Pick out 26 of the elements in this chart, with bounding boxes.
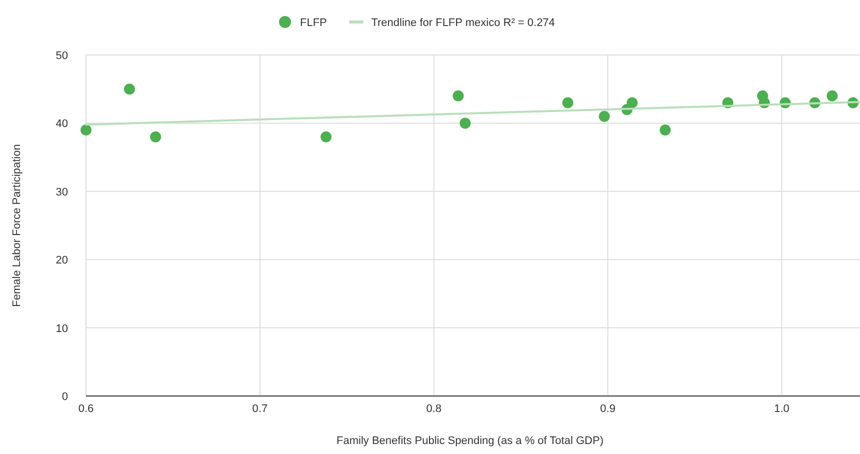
point — [460, 118, 471, 129]
point — [826, 90, 838, 102]
x-tick-label: 0.6 — [78, 403, 94, 415]
x-tick-label: 0.9 — [600, 403, 616, 415]
point — [626, 97, 638, 108]
x-tick-label: 1.0 — [774, 403, 790, 415]
legend-label: FLFP — [300, 17, 327, 29]
point — [452, 90, 464, 102]
y-tick-label: 10 — [56, 322, 68, 335]
y-tick-label: 40 — [56, 118, 68, 130]
point — [150, 131, 162, 142]
y-tick-label: 20 — [56, 254, 68, 267]
x-tick-label: 0.8 — [426, 403, 442, 415]
point — [80, 124, 92, 136]
point — [124, 84, 135, 95]
y-tick-label: 30 — [56, 186, 68, 198]
x-axis-title: Family Benefits Public Spending (as a % of Total GDP) — [336, 435, 604, 447]
y-axis-title: Female Labor Force Participation — [11, 144, 23, 307]
x-tick-label: 0.7 — [252, 403, 268, 415]
point — [562, 97, 574, 108]
y-tick-label: 50 — [56, 50, 68, 62]
legend-label: Trendline for FLFP mexico R² = 0.274 — [371, 17, 555, 29]
point — [660, 124, 671, 136]
y-tick-label: 0 — [62, 391, 68, 403]
point — [320, 131, 332, 142]
point — [598, 110, 610, 122]
